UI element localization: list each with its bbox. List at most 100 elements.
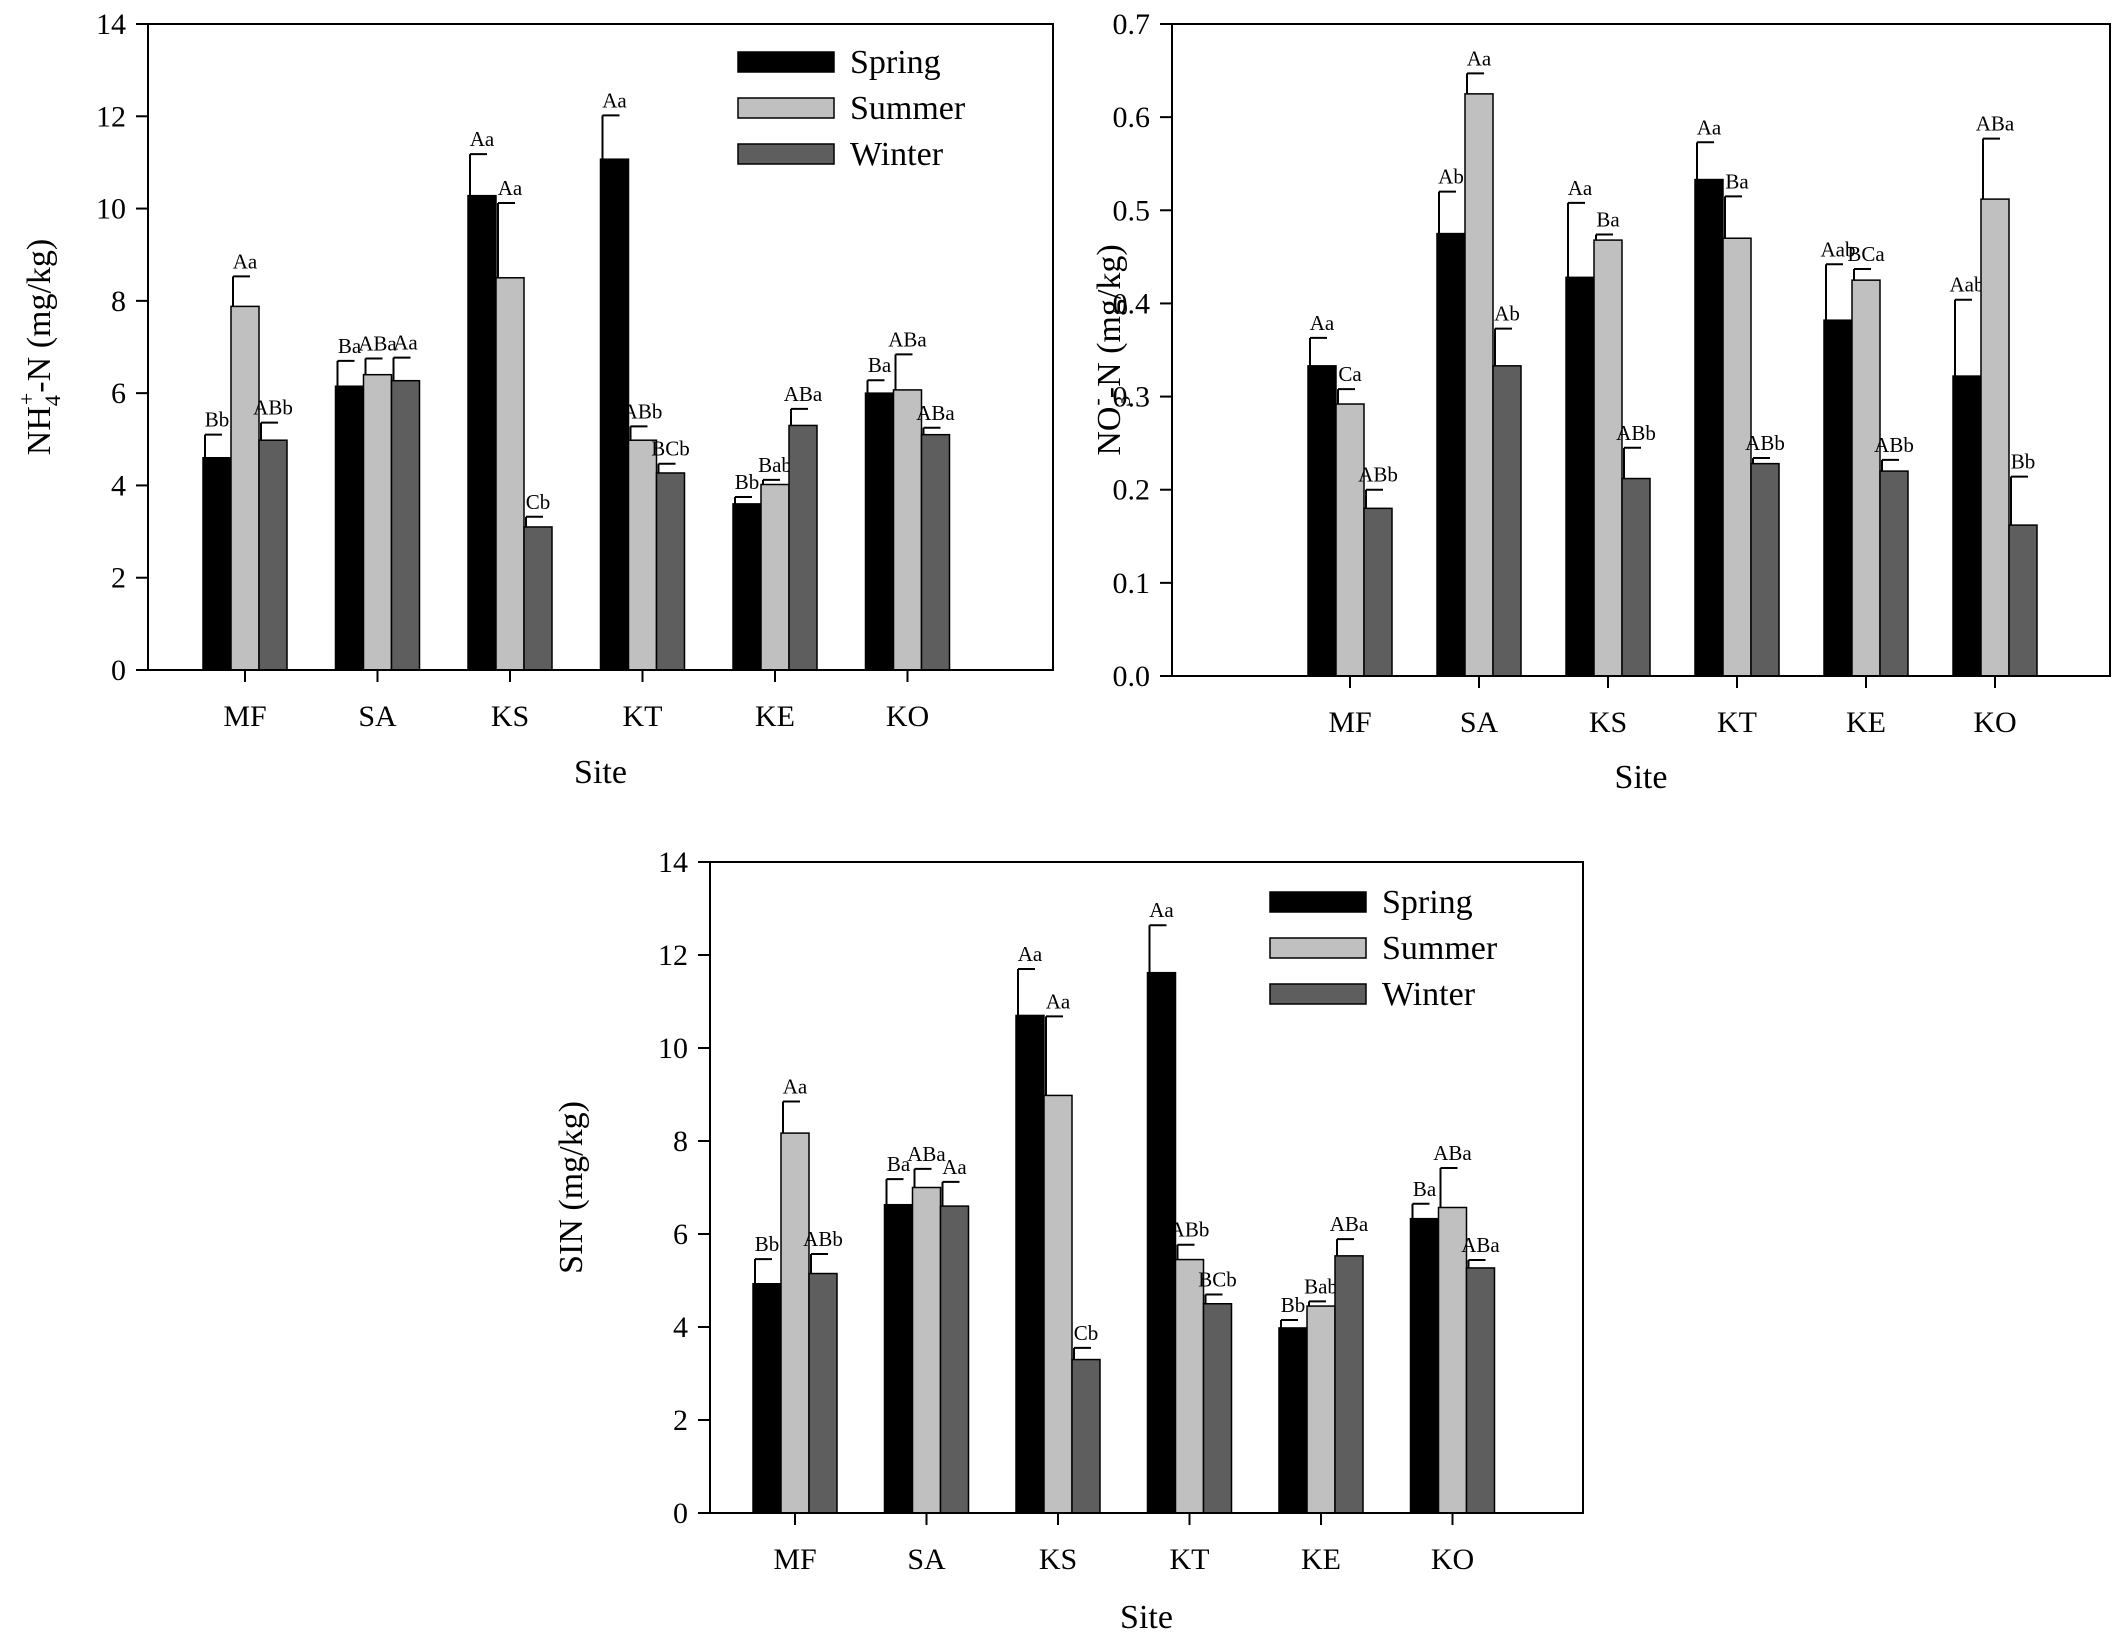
legend-swatch-summer [1269,937,1367,959]
legend-swatch-spring [1269,891,1367,913]
x-tick-label: MF [1328,706,1371,739]
y-axis-title: NO3--N (mg/kg) [1084,244,1135,455]
x-tick-label: SA [907,1543,946,1576]
y-tick-label: 14 [658,846,688,879]
bar [1980,198,2010,677]
bar [911,1186,942,1514]
bar [780,1132,810,1514]
legend-swatch-summer [737,97,835,119]
bar [1174,1258,1205,1514]
y-title-subscript: 4 [40,395,65,406]
bar [1334,1255,1364,1514]
x-tick-label: KS [491,700,529,733]
x-axis-title: Site [574,754,627,791]
x-tick-label: KS [1589,706,1627,739]
bar [1823,319,1853,677]
legend-label-summer: Summer [1382,930,1498,967]
bar [1621,477,1651,677]
legend: Spring Summer Winter [1269,884,1498,1013]
bar [655,472,686,671]
y-title-rest: -N (mg/kg) [1091,244,1128,398]
bar [1492,365,1522,677]
bar [202,456,232,671]
x-tick-label: MF [223,700,266,733]
bar [362,373,393,671]
y-tick-label: 6 [111,377,126,410]
bar [1278,1327,1308,1514]
significance-label: ABa [1461,1233,1500,1257]
x-tick-label: KO [886,700,929,733]
y-tick-label: 6 [673,1218,688,1251]
significance-label: ABb [1616,421,1656,445]
y-tick-label: 12 [96,100,126,133]
bar [892,389,923,671]
y-title-rest: -N (mg/kg) [21,239,58,393]
significance-label: Aa [393,331,418,355]
bar [1952,375,1982,677]
y-tick-label: 10 [96,193,126,226]
y-tick-label: 2 [673,1404,688,1437]
bar [1437,1206,1468,1514]
bar [1694,178,1724,677]
bar [808,1272,838,1514]
bar [1851,279,1881,677]
x-tick-label: KT [1170,1543,1210,1576]
bar [1565,276,1595,677]
y-tick-label: 8 [673,1125,688,1158]
bar [1464,93,1494,677]
significance-label: ABa [784,382,823,406]
significance-label: Aa [942,1155,967,1179]
bar [1409,1217,1440,1514]
bar [1307,365,1337,677]
significance-label: Ba [1596,208,1620,232]
significance-label: BCa [1847,242,1885,266]
x-tick-label: KO [1973,706,2016,739]
y-axis: 0.0 0.1 0.2 0.3 0.4 0.5 0.6 0.7 [1113,8,1172,693]
significance-label: Ab [1494,302,1520,326]
bar [1750,462,1780,677]
x-tick-label: KT [623,700,663,733]
significance-label: Aa [1568,176,1593,200]
significance-label: ABa [916,401,955,425]
significance-label: Bab [1304,1274,1338,1298]
bar [920,433,951,671]
significance-label: Aa [1018,942,1043,966]
significance-label: Aa [1310,311,1335,335]
significance-label: ABb [1874,433,1914,457]
significance-label: ABa [907,1142,946,1166]
significance-label: BCb [651,437,690,461]
significance-label: Aa [233,249,258,273]
significance-label: ABb [803,1227,843,1251]
significance-label: Aa [783,1074,808,1098]
bar [1879,470,1909,677]
y-title-main: NO [1091,407,1128,456]
significance-label: ABb [623,399,663,423]
legend-label-summer: Summer [850,90,966,127]
x-tick-label: MF [773,1543,816,1576]
significance-label: Cb [526,490,551,514]
plot-frame [709,861,1584,1514]
bar [752,1283,782,1514]
y-tick-label: 0.7 [1113,8,1151,41]
significance-label: Ca [1338,362,1362,386]
bar [1722,237,1752,677]
y-tick-label: 0.0 [1113,660,1151,693]
series-winter: ABb Ab ABb ABb ABb Bb [1358,302,2038,677]
significance-label: ABa [1330,1212,1369,1236]
y-axis: 0 2 4 6 8 10 12 14 [658,846,710,1530]
legend-label-spring: Spring [850,44,941,81]
x-tick-label: KO [1431,1543,1474,1576]
y-title-main: NH [21,406,58,455]
bar [883,1203,914,1514]
significance-label: ABa [1433,1141,1472,1165]
bar [467,194,497,671]
y-title-superscript: - [1084,398,1109,405]
y-tick-label: 2 [111,562,126,595]
bar [1043,1094,1073,1514]
y-tick-label: 0 [673,1497,688,1530]
x-tick-label: KT [1717,706,1757,739]
bar [1363,507,1393,677]
y-axis: 0 2 4 6 8 10 12 14 [96,8,148,687]
